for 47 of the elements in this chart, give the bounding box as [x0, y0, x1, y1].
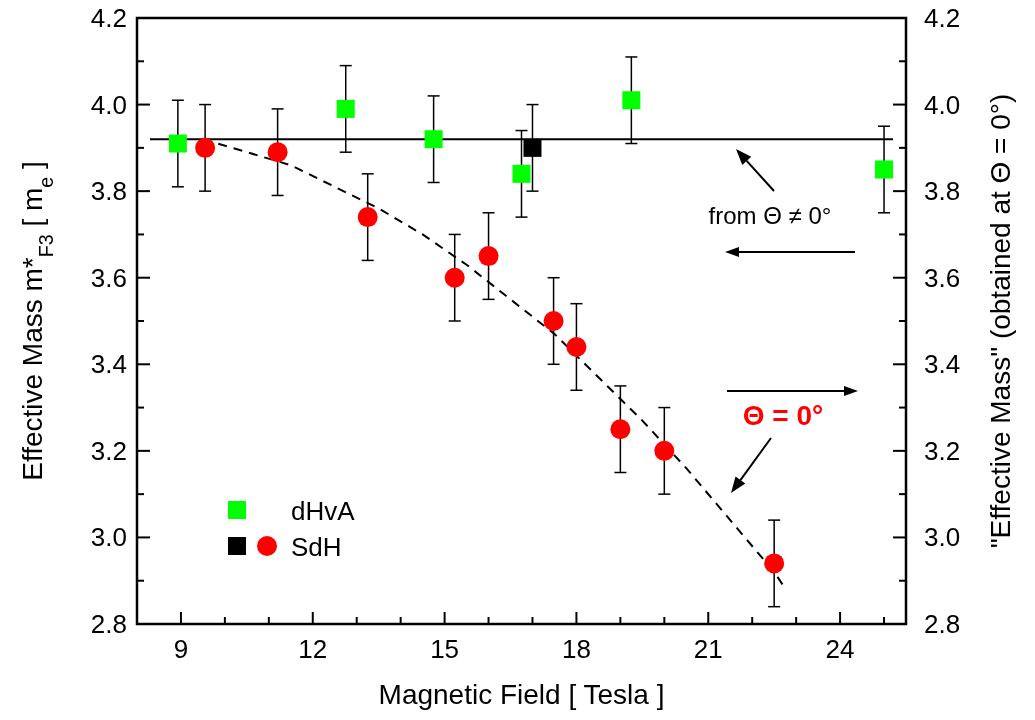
x-tick-label: 18 — [561, 634, 591, 664]
y-tick-label: 4.2 — [90, 3, 127, 33]
y2-tick-label: 3.2 — [924, 435, 961, 466]
x-tick-label: 21 — [693, 634, 723, 664]
y-tick-label: 3.8 — [90, 176, 127, 207]
point — [512, 164, 531, 183]
point — [875, 160, 894, 179]
point — [267, 142, 288, 163]
legend-entry: SdH — [228, 532, 342, 562]
y-tick-label: 3.2 — [90, 435, 127, 466]
point — [195, 137, 216, 158]
point — [622, 91, 641, 110]
legend-label: dHvA — [291, 496, 356, 526]
point — [478, 246, 499, 267]
x-tick-label: 9 — [173, 634, 189, 664]
point — [424, 130, 443, 149]
point — [523, 138, 542, 157]
point — [654, 440, 675, 461]
point — [336, 99, 355, 118]
x-tick-label: 12 — [298, 634, 328, 664]
y2-tick-label: 3.6 — [924, 262, 961, 293]
x-axis-title: Magnetic Field [ Tesla ] — [378, 679, 665, 710]
point — [543, 311, 564, 331]
y2-tick-label: 3.8 — [924, 176, 961, 207]
y-tick-label: 3.0 — [90, 522, 127, 553]
point — [168, 134, 187, 153]
y2-tick-label: 3.4 — [924, 349, 961, 380]
point — [764, 553, 785, 574]
x-tick-label: 24 — [825, 634, 855, 664]
y2-tick-label: 4.2 — [924, 3, 961, 33]
y-tick-label: 4.0 — [90, 89, 127, 120]
point — [444, 267, 465, 288]
y2-tick-label: 4.0 — [924, 89, 961, 120]
y2-tick-label: 2.8 — [924, 609, 961, 639]
y2-axis-title: "Effective Mass" (obtained at Θ = 0°) — [985, 93, 1016, 549]
point — [566, 336, 587, 357]
y-tick-label: 3.4 — [90, 349, 127, 380]
annotation: from Θ ≠ 0° — [708, 202, 832, 229]
legend-label: SdH — [291, 532, 342, 562]
point — [610, 419, 631, 440]
point — [357, 207, 378, 228]
x-tick-label: 15 — [430, 634, 460, 664]
y-tick-label: 3.6 — [90, 262, 127, 293]
y2-tick-label: 3.0 — [924, 522, 961, 553]
y-tick-label: 2.8 — [90, 609, 127, 639]
annotation: Θ = 0° — [742, 400, 824, 431]
legend-entry: dHvA — [228, 496, 355, 526]
